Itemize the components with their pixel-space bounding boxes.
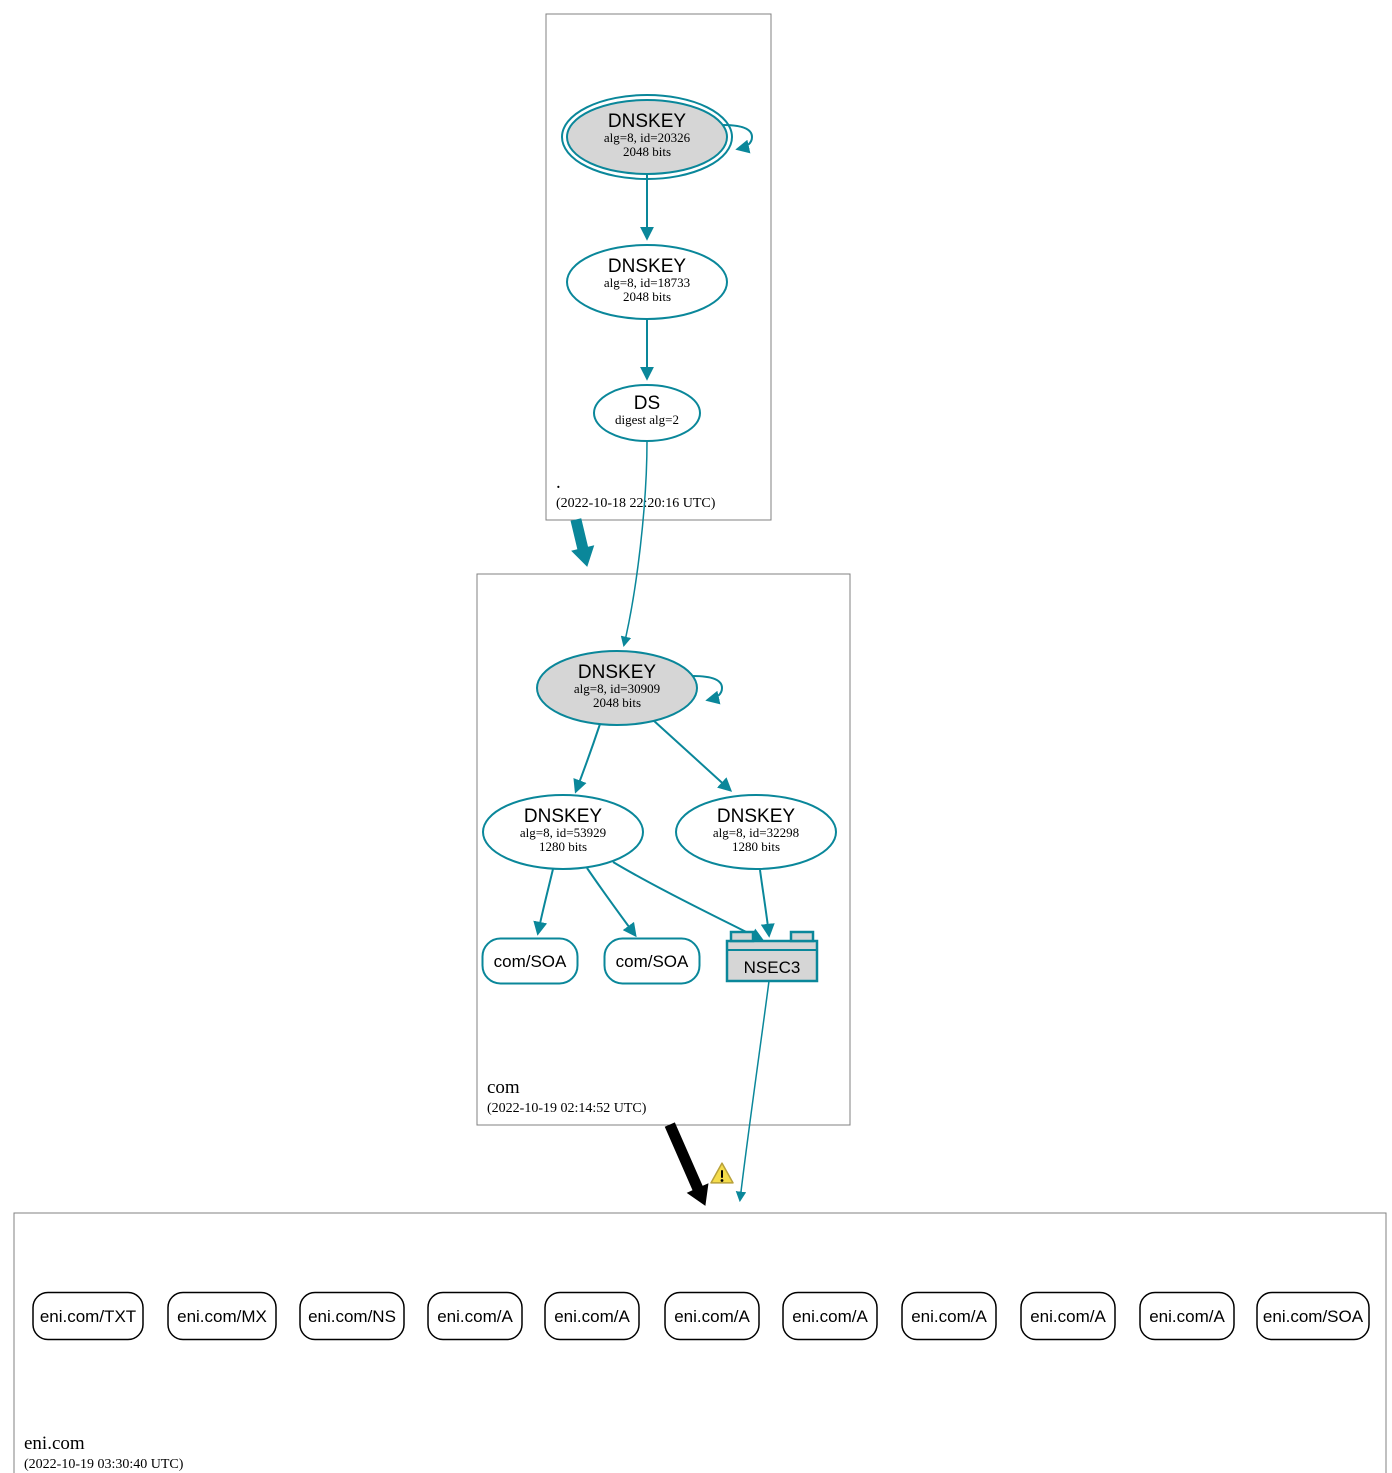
edge-nsec3-eni_zone xyxy=(740,981,769,1200)
svg-text:alg=8, id=20326: alg=8, id=20326 xyxy=(604,130,691,145)
node-com_zsk2: DNSKEYalg=8, id=322981280 bits xyxy=(676,795,836,869)
svg-text:eni.com/A: eni.com/A xyxy=(1030,1307,1106,1326)
svg-text:eni.com/NS: eni.com/NS xyxy=(308,1307,396,1326)
svg-text:eni.com/A: eni.com/A xyxy=(437,1307,513,1326)
svg-text:DNSKEY: DNSKEY xyxy=(608,111,686,132)
leaf-record-10: eni.com/SOA xyxy=(1257,1293,1369,1340)
leaf-record-3: eni.com/A xyxy=(428,1293,522,1340)
edge-com_zsk1-com_soa2 xyxy=(587,868,635,935)
svg-text:DNSKEY: DNSKEY xyxy=(717,806,795,827)
edge-com_ksk-com_zsk1 xyxy=(576,724,600,791)
svg-text:alg=8, id=32298: alg=8, id=32298 xyxy=(713,825,799,840)
svg-text:eni.com/A: eni.com/A xyxy=(554,1307,630,1326)
svg-text:DS: DS xyxy=(634,393,660,414)
svg-text:2048 bits: 2048 bits xyxy=(623,289,671,304)
leaf-record-5: eni.com/A xyxy=(665,1293,759,1340)
svg-text:2048 bits: 2048 bits xyxy=(593,695,641,710)
svg-text:com/SOA: com/SOA xyxy=(494,952,567,971)
leaf-record-4: eni.com/A xyxy=(545,1293,639,1340)
svg-text:eni.com/TXT: eni.com/TXT xyxy=(40,1307,136,1326)
svg-text:1280 bits: 1280 bits xyxy=(732,839,780,854)
leaf-record-6: eni.com/A xyxy=(783,1293,877,1340)
svg-text:eni.com: eni.com xyxy=(24,1433,85,1454)
svg-text:eni.com/A: eni.com/A xyxy=(674,1307,750,1326)
node-com_soa1: com/SOA xyxy=(483,939,578,984)
zone-delegation-arrow xyxy=(571,519,593,566)
svg-text:NSEC3: NSEC3 xyxy=(744,958,801,977)
svg-text:1280 bits: 1280 bits xyxy=(539,839,587,854)
edge-com_zsk1-nsec3 xyxy=(613,862,762,940)
node-com_ksk: DNSKEYalg=8, id=309092048 bits xyxy=(537,651,697,725)
svg-text:DNSKEY: DNSKEY xyxy=(524,806,602,827)
svg-text:alg=8, id=18733: alg=8, id=18733 xyxy=(604,275,690,290)
svg-text:digest alg=2: digest alg=2 xyxy=(615,412,679,427)
leaf-record-1: eni.com/MX xyxy=(168,1293,276,1340)
svg-text:alg=8, id=53929: alg=8, id=53929 xyxy=(520,825,606,840)
leaf-record-9: eni.com/A xyxy=(1140,1293,1234,1340)
svg-text:eni.com/MX: eni.com/MX xyxy=(177,1307,267,1326)
node-root_zsk: DNSKEYalg=8, id=187332048 bits xyxy=(567,245,727,319)
svg-text:(2022-10-19 02:14:52 UTC): (2022-10-19 02:14:52 UTC) xyxy=(487,1101,647,1116)
edge-com_zsk2-nsec3 xyxy=(760,870,769,935)
svg-text:(2022-10-18 22:20:16 UTC): (2022-10-18 22:20:16 UTC) xyxy=(556,496,716,511)
node-root_ksk: DNSKEYalg=8, id=203262048 bits xyxy=(562,95,732,179)
svg-text:eni.com/A: eni.com/A xyxy=(792,1307,868,1326)
leaf-record-7: eni.com/A xyxy=(902,1293,996,1340)
zone-delegation-arrow xyxy=(665,1123,707,1205)
edge-com_zsk1-com_soa1 xyxy=(538,869,553,933)
edge-root_ds-com_ksk xyxy=(624,441,647,645)
svg-text:alg=8, id=30909: alg=8, id=30909 xyxy=(574,681,660,696)
leaf-record-8: eni.com/A xyxy=(1021,1293,1115,1340)
svg-text:2048 bits: 2048 bits xyxy=(623,144,671,159)
svg-text:com/SOA: com/SOA xyxy=(616,952,689,971)
svg-text:(2022-10-19 03:30:40 UTC): (2022-10-19 03:30:40 UTC) xyxy=(24,1457,184,1472)
svg-text:DNSKEY: DNSKEY xyxy=(578,662,656,683)
svg-text:com: com xyxy=(487,1077,520,1098)
node-com_soa2: com/SOA xyxy=(605,939,700,984)
leaf-record-0: eni.com/TXT xyxy=(33,1293,143,1340)
svg-text:.: . xyxy=(556,472,561,493)
svg-text:DNSKEY: DNSKEY xyxy=(608,256,686,277)
svg-text:eni.com/SOA: eni.com/SOA xyxy=(1263,1307,1364,1326)
warning-icon xyxy=(711,1163,733,1183)
node-nsec3: NSEC3 xyxy=(727,932,817,981)
node-root_ds: DSdigest alg=2 xyxy=(594,385,700,441)
zone-eni: eni.com (2022-10-19 03:30:40 UTC) xyxy=(14,1213,1386,1473)
node-com_zsk1: DNSKEYalg=8, id=539291280 bits xyxy=(483,795,643,869)
svg-text:eni.com/A: eni.com/A xyxy=(911,1307,987,1326)
svg-text:eni.com/A: eni.com/A xyxy=(1149,1307,1225,1326)
leaf-record-2: eni.com/NS xyxy=(300,1293,404,1340)
edge-com_ksk-com_zsk2 xyxy=(653,720,730,790)
